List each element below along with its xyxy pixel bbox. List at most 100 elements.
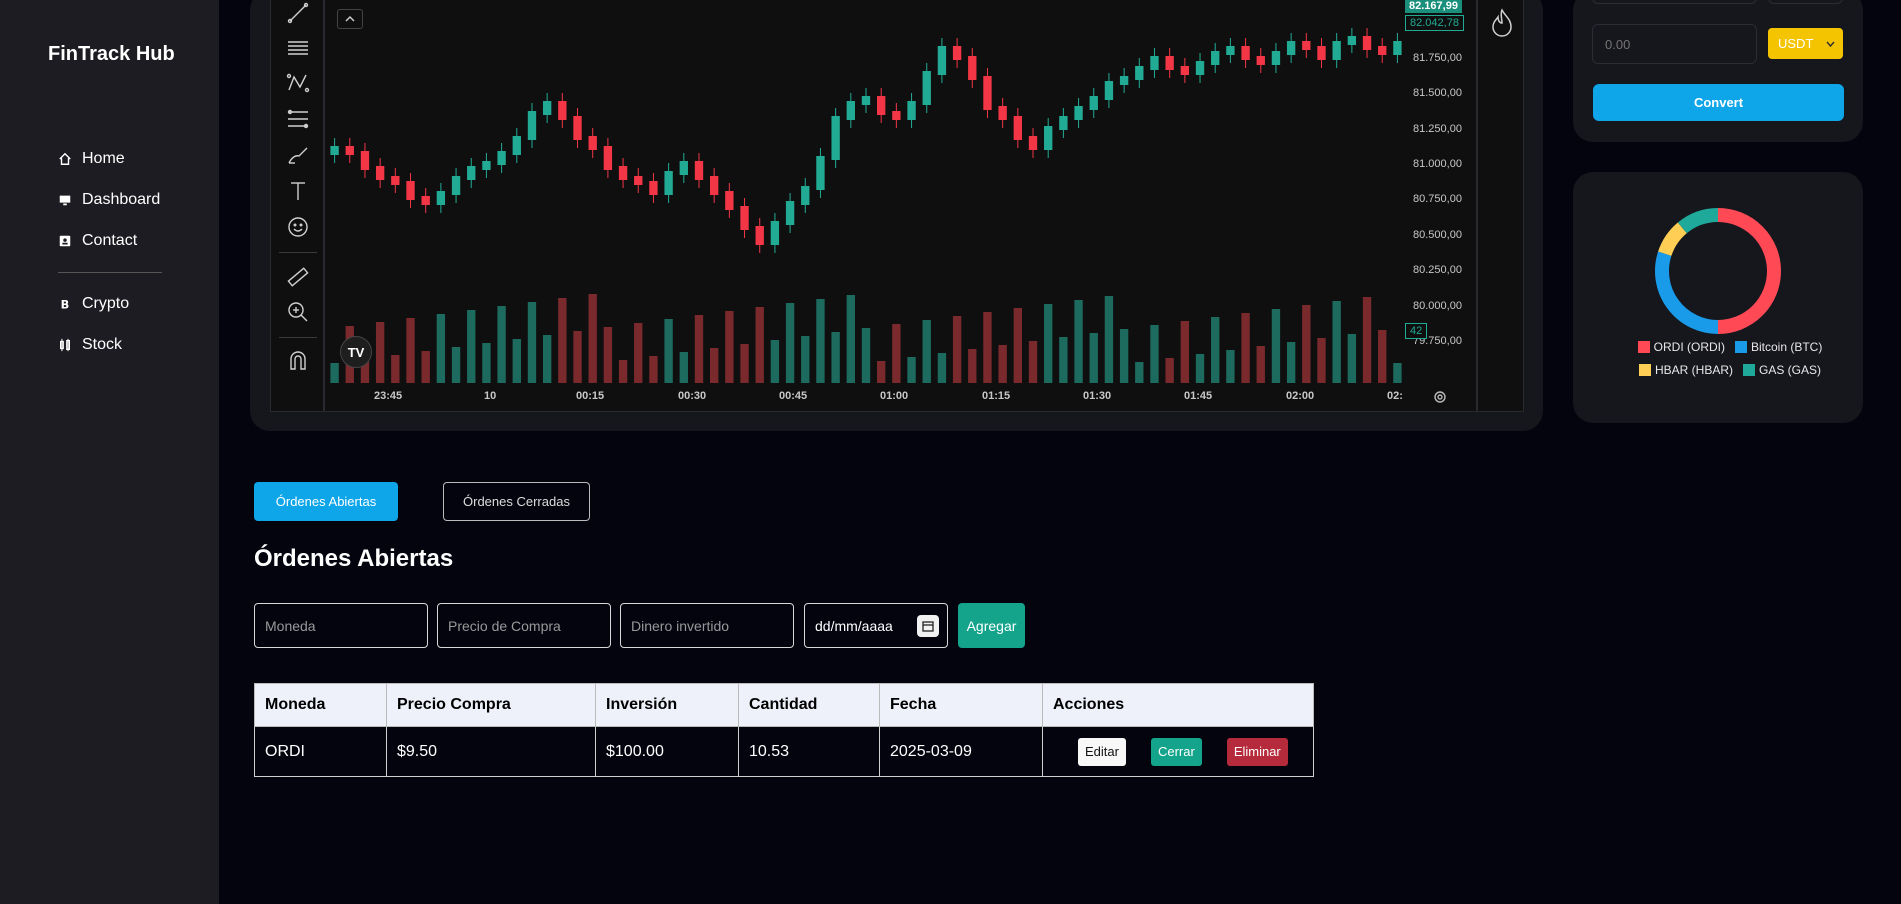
donut-slice[interactable] (1717, 208, 1781, 334)
sidebar-divider (58, 272, 162, 273)
date-input[interactable]: dd/mm/aaaa (804, 603, 948, 648)
converter-source-select[interactable] (1768, 0, 1843, 4)
monitor-icon (59, 195, 71, 206)
cell-quantity: 10.53 (738, 726, 880, 777)
price-tick-label: 81.750,00 (1413, 52, 1462, 64)
sidebar-item-crypto[interactable]: B Crypto (58, 295, 130, 313)
volume-bar (588, 294, 597, 383)
gear-icon[interactable] (1432, 389, 1448, 405)
price-tick-label: 80.750,00 (1413, 193, 1462, 205)
candle-body (1195, 61, 1205, 75)
candle-body (391, 176, 400, 185)
volume-bar (892, 324, 901, 383)
zoom-in-icon[interactable] (285, 299, 311, 325)
converter-source-field[interactable] (1592, 0, 1757, 4)
emoji-tool-icon[interactable] (285, 214, 311, 240)
volume-bar (983, 312, 992, 383)
volume-bar (801, 336, 810, 383)
brush-tool-icon[interactable] (285, 142, 311, 168)
converter-currency-select[interactable]: USDT (1768, 28, 1843, 59)
purchase-price-input[interactable]: Precio de Compra (437, 603, 611, 648)
horizontal-lines-tool-icon[interactable] (285, 35, 311, 61)
volume-bar (694, 315, 704, 383)
candle-body (497, 151, 506, 165)
tab-closed-orders[interactable]: Órdenes Cerradas (443, 482, 590, 521)
volume-bar (816, 299, 825, 383)
candle-body (558, 101, 567, 120)
add-order-button[interactable]: Agregar (958, 603, 1025, 648)
edit-button[interactable]: Editar (1078, 737, 1126, 766)
donut-slice[interactable] (1658, 222, 1687, 257)
pattern-tool-icon[interactable] (285, 70, 311, 96)
sidebar-item-contact[interactable]: Contact (58, 232, 137, 250)
volume-tag: 42 (1405, 323, 1428, 339)
volume-bar (968, 349, 977, 383)
trendline-tool-icon[interactable] (285, 0, 311, 26)
time-tick-label: 01:00 (880, 390, 909, 402)
time-tick-label: 01:30 (1083, 390, 1112, 402)
coin-input[interactable]: Moneda (254, 603, 428, 648)
volume-bar (1378, 330, 1387, 383)
time-tick-label: 00:15 (576, 390, 605, 402)
candle-body (937, 46, 947, 75)
legend-item[interactable]: Bitcoin (BTC) (1734, 340, 1822, 354)
volume-bar (1286, 342, 1296, 383)
volume-bar (1347, 334, 1357, 383)
candle-body (1028, 136, 1038, 150)
legend-item[interactable]: HBAR (HBAR) (1638, 363, 1733, 377)
hot-flame-icon[interactable] (1489, 8, 1515, 38)
tradingview-logo[interactable]: TV (340, 336, 372, 368)
volume-bar (603, 327, 613, 383)
candle-body (877, 96, 886, 115)
table-row: ORDI $9.50 $100.00 10.53 2025-03-09 Edit… (254, 726, 1314, 777)
convert-button[interactable]: Convert (1593, 84, 1844, 121)
candle-body (436, 191, 446, 205)
calendar-icon[interactable] (917, 614, 939, 637)
candle-body (725, 191, 734, 210)
legend-item[interactable]: ORDI (ORDI) (1637, 340, 1725, 354)
candle-body (1119, 76, 1129, 85)
candle-body (1378, 46, 1387, 55)
volume-bar (649, 356, 658, 383)
svg-text:B: B (61, 297, 70, 311)
donut-slice[interactable] (1677, 208, 1719, 234)
candle-body (1256, 56, 1265, 65)
candle-body (709, 176, 719, 195)
invested-amount-input[interactable]: Dinero invertido (620, 603, 794, 648)
text-tool-icon[interactable] (285, 178, 311, 204)
fib-tool-icon[interactable] (285, 106, 311, 132)
collapse-toolbar-button[interactable] (337, 9, 363, 29)
volume-bar (1119, 329, 1129, 383)
volume-bar (421, 351, 430, 383)
candle-body (542, 101, 552, 115)
legend-item[interactable]: GAS (GAS) (1743, 363, 1821, 377)
sidebar-item-home[interactable]: Home (58, 150, 125, 168)
close-order-button[interactable]: Cerrar (1150, 737, 1202, 766)
candlestick-plot[interactable] (327, 0, 1405, 383)
candle-body (679, 161, 688, 175)
magnet-icon[interactable] (285, 348, 311, 374)
candle-body (694, 161, 704, 180)
candle-body (618, 166, 628, 180)
volume-bar (937, 353, 947, 383)
delete-button[interactable]: Eliminar (1226, 737, 1288, 766)
candle-body (801, 186, 810, 205)
sidebar-item-dashboard[interactable]: Dashboard (58, 191, 160, 209)
candle-body (634, 176, 643, 185)
candle-body (816, 156, 825, 190)
tab-open-orders[interactable]: Órdenes Abiertas (254, 482, 398, 521)
candle-body (1074, 106, 1083, 120)
candle-body (983, 76, 992, 110)
volume-bar (1044, 304, 1053, 383)
candle-body (375, 166, 385, 180)
candle-body (785, 201, 795, 225)
volume-bar (846, 295, 855, 383)
donut-slice[interactable] (1655, 251, 1719, 334)
volume-bar (375, 322, 385, 383)
candle-body (1013, 116, 1023, 140)
candle-body (330, 146, 339, 155)
ruler-tool-icon[interactable] (285, 264, 311, 290)
sidebar-item-stock[interactable]: Stock (58, 336, 122, 354)
candle-body (846, 101, 855, 120)
converter-amount-input[interactable] (1592, 24, 1757, 64)
